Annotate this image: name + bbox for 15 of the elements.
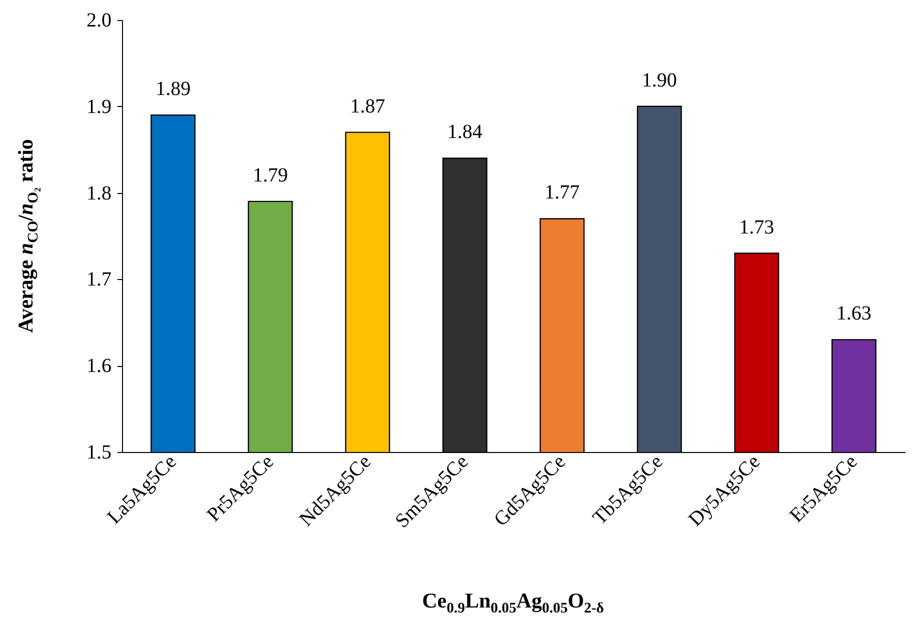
y-tick-label: 1.8 (86, 182, 112, 204)
data-label: 1.79 (252, 164, 288, 186)
y-tick-label: 1.5 (86, 442, 112, 464)
data-label: 1.90 (642, 69, 677, 92)
data-label: 1.73 (739, 216, 774, 238)
data-label: 1.89 (156, 78, 191, 100)
x-axis-title: Ce$_{0.9}$Ln$_{0.05}$Ag$_{0.05}$O$_{2-δ}$ (422, 588, 604, 618)
y-tick-label: 1.9 (86, 96, 112, 118)
data-label: 1.87 (350, 95, 386, 118)
y-tick-label: 1.7 (86, 268, 112, 291)
y-tick-label: 1.6 (86, 355, 112, 378)
y-tick-label: 2.0 (86, 10, 112, 32)
data-label: 1.77 (544, 182, 580, 204)
data-label: 1.63 (836, 302, 872, 325)
data-label: 1.84 (447, 121, 482, 144)
